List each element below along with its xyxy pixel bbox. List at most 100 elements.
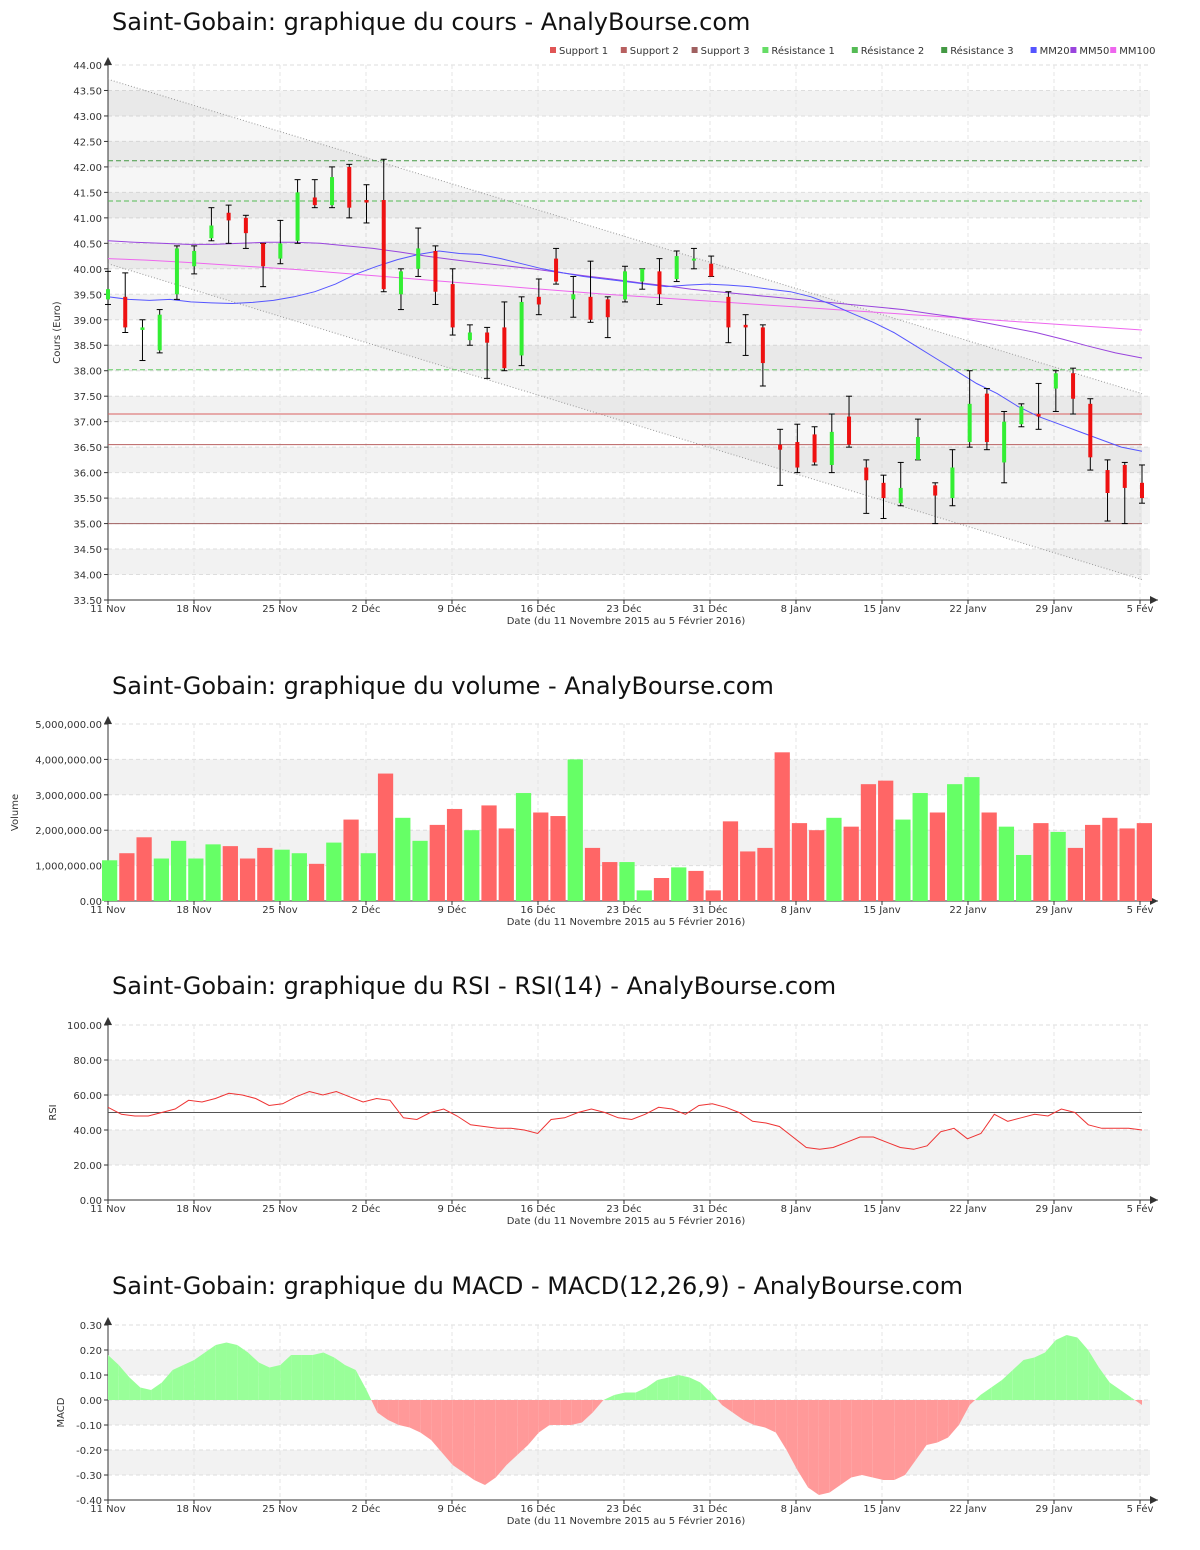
- x-tick-label: 8 Janv: [781, 1204, 812, 1215]
- volume-bar: [291, 853, 307, 901]
- macd-area: [1134, 1400, 1142, 1405]
- y-tick-label: 4,000,000.00: [35, 755, 102, 766]
- macd-area: [377, 1400, 389, 1420]
- y-tick-label: 60.00: [73, 1091, 102, 1102]
- macd-area: [258, 1362, 270, 1400]
- volume-bar: [498, 828, 514, 901]
- candle-body: [450, 284, 455, 328]
- candle-body: [881, 482, 886, 499]
- volume-bar: [119, 853, 135, 901]
- legend-swatch: [851, 47, 858, 53]
- x-tick-label: 8 Janv: [781, 1504, 812, 1515]
- macd-area: [668, 1375, 679, 1400]
- x-axis-arrow: [1150, 596, 1158, 604]
- x-tick-label: 9 Déc: [438, 1203, 467, 1215]
- macd-area: [625, 1392, 636, 1400]
- legend-label: MM100: [1119, 46, 1155, 57]
- x-tick-label: 22 Janv: [949, 1204, 986, 1215]
- legend-label: Support 1: [559, 46, 608, 57]
- candle-body: [674, 256, 679, 279]
- macd-area: [571, 1400, 582, 1425]
- candle-body: [967, 403, 972, 443]
- volume-bar: [429, 824, 445, 901]
- macd-area: [215, 1342, 227, 1400]
- x-axis-label: Date (du 11 Novembre 2015 au 5 Février 2…: [507, 1215, 746, 1227]
- macd-area: [366, 1390, 372, 1400]
- y-tick-label: 35.50: [73, 494, 102, 505]
- macd-area: [948, 1400, 959, 1438]
- volume-bar: [222, 846, 238, 901]
- x-tick-label: 18 Nov: [176, 905, 212, 916]
- y-tick-label: 38.50: [73, 341, 102, 352]
- macd-area: [538, 1400, 550, 1433]
- macd-area: [549, 1400, 561, 1425]
- macd-area: [829, 1400, 841, 1493]
- y-tick-label: 35.00: [73, 520, 102, 531]
- volume-bar: [774, 752, 790, 901]
- y-tick-label: -0.10: [76, 1421, 102, 1432]
- x-tick-label: 15 Janv: [863, 905, 900, 916]
- volume-bar: [1067, 847, 1084, 901]
- candle-body: [1105, 470, 1110, 493]
- volume-bar: [343, 819, 359, 901]
- candle-body: [106, 289, 110, 300]
- legend-label: MM50: [1079, 46, 1109, 57]
- macd-area: [1023, 1357, 1035, 1400]
- candle-body: [812, 434, 817, 463]
- volume-bar: [809, 830, 825, 901]
- candle-body: [226, 212, 231, 221]
- legend-label: Résistance 1: [771, 45, 834, 57]
- volume-bar: [688, 870, 704, 901]
- macd-area: [269, 1365, 281, 1400]
- y-tick-label: 0.30: [80, 1321, 102, 1332]
- candle-body: [657, 271, 662, 295]
- y-axis-label: RSI: [48, 1104, 59, 1120]
- macd-area: [291, 1355, 302, 1400]
- volume-bar: [1119, 828, 1135, 901]
- macd-area: [1109, 1382, 1121, 1400]
- candle-body: [864, 467, 869, 481]
- macd-area: [872, 1400, 884, 1480]
- macd-area: [452, 1400, 464, 1473]
- candle-body: [847, 416, 852, 445]
- y-tick-label: -0.40: [76, 1496, 102, 1507]
- x-tick-label: 11 Nov: [90, 1504, 126, 1515]
- candle-body: [726, 296, 731, 328]
- x-tick-label: 5 Fév: [1127, 1503, 1154, 1515]
- y-tick-label: 43.00: [73, 112, 102, 123]
- x-tick-label: 16 Déc: [520, 603, 555, 615]
- rsi-panel: Saint-Gobain: graphique du RSI - RSI(14)…: [0, 960, 1200, 1240]
- y-tick-label: 34.00: [73, 571, 102, 582]
- macd-area: [484, 1400, 496, 1485]
- volume-bar: [205, 844, 221, 901]
- volume-bar: [929, 812, 946, 901]
- macd-area: [614, 1392, 625, 1400]
- candle-body: [312, 197, 317, 206]
- macd-area: [851, 1400, 862, 1478]
- macd-area: [689, 1377, 701, 1400]
- candle-body: [209, 225, 214, 239]
- macd-area: [1055, 1335, 1067, 1400]
- macd-area: [937, 1400, 949, 1443]
- candle-body: [760, 327, 765, 364]
- x-axis-arrow: [1150, 1196, 1158, 1204]
- y-tick-label: 0.00: [80, 1396, 102, 1407]
- x-tick-label: 29 Janv: [1035, 1204, 1072, 1215]
- y-tick-label: 1,000,000.00: [35, 862, 102, 873]
- macd-area: [786, 1400, 798, 1470]
- volume-bar: [308, 863, 325, 901]
- grid-band: [108, 447, 1150, 473]
- y-tick-label: 0.00: [80, 1196, 102, 1207]
- candle-body: [416, 248, 421, 269]
- macd-area: [1045, 1340, 1056, 1400]
- volume-bar: [1033, 823, 1049, 901]
- x-tick-label: 16 Déc: [520, 904, 555, 916]
- grid-band: [108, 1450, 1150, 1475]
- volume-bar: [671, 867, 687, 901]
- macd-area: [1088, 1350, 1099, 1400]
- macd-area: [140, 1387, 152, 1400]
- legend-swatch: [691, 47, 698, 53]
- macd-area: [371, 1400, 378, 1413]
- y-tick-label: 34.50: [73, 545, 102, 556]
- volume-bar: [757, 847, 773, 901]
